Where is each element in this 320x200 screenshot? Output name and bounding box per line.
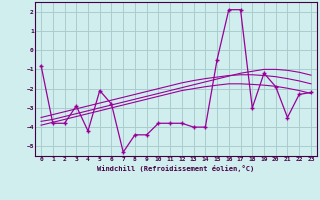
X-axis label: Windchill (Refroidissement éolien,°C): Windchill (Refroidissement éolien,°C) (97, 165, 255, 172)
